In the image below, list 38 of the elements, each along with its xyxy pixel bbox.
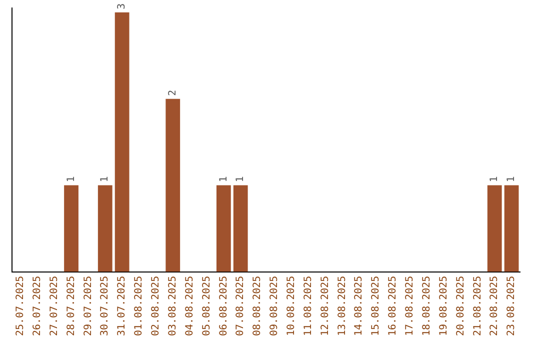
x-tick-label: 08.08.2025 xyxy=(252,276,264,336)
x-tick-label: 22.08.2025 xyxy=(489,276,500,336)
x-tick-label: 29.07.2025 xyxy=(82,276,94,336)
x-tick-label: 06.08.2025 xyxy=(218,276,230,336)
x-tick-label: 12.08.2025 xyxy=(320,276,331,336)
x-tick-label: 07.08.2025 xyxy=(235,276,246,336)
x-tick-label: 14.08.2025 xyxy=(354,276,365,336)
x-tick-label: 25.07.2025 xyxy=(15,276,26,336)
x-tick-label: 05.08.2025 xyxy=(201,276,212,336)
data-label: 1 xyxy=(66,176,77,182)
x-tick-label: 27.07.2025 xyxy=(48,276,60,336)
data-label: 3 xyxy=(116,3,128,10)
x-tick-label: 01.08.2025 xyxy=(134,276,145,336)
data-label: 1 xyxy=(489,176,500,182)
x-tick-label: 02.08.2025 xyxy=(150,276,162,336)
x-tick-label: 16.08.2025 xyxy=(388,276,399,336)
x-tick-label: 21.08.2025 xyxy=(472,276,484,336)
x-tick-label: 19.08.2025 xyxy=(438,276,450,336)
x-tick-label: 10.08.2025 xyxy=(286,276,297,336)
x-tick-label: 04.08.2025 xyxy=(184,276,196,336)
x-tick-label: 17.08.2025 xyxy=(404,276,416,336)
x-tick-label: 15.08.2025 xyxy=(370,276,382,336)
data-label: 1 xyxy=(235,176,246,182)
data-label: 1 xyxy=(100,176,111,182)
x-tick-label: 31.07.2025 xyxy=(116,276,128,336)
x-tick-label: 20.08.2025 xyxy=(455,276,466,336)
x-tick-label: 23.08.2025 xyxy=(506,276,518,336)
x-tick-label: 26.07.2025 xyxy=(32,276,43,336)
x-tick-label: 30.07.2025 xyxy=(100,276,111,336)
x-tick-label: 03.08.2025 xyxy=(167,276,178,336)
x-tick-label: 28.07.2025 xyxy=(66,276,77,336)
x-tick-label: 18.08.2025 xyxy=(421,276,432,336)
data-label: 1 xyxy=(218,176,230,182)
x-tick-label: 11.08.2025 xyxy=(302,276,314,336)
data-label: 2 xyxy=(167,90,178,96)
x-tick-label: 09.08.2025 xyxy=(269,276,280,336)
x-tick-label: 13.08.2025 xyxy=(336,276,348,336)
data-label: 1 xyxy=(506,176,518,182)
